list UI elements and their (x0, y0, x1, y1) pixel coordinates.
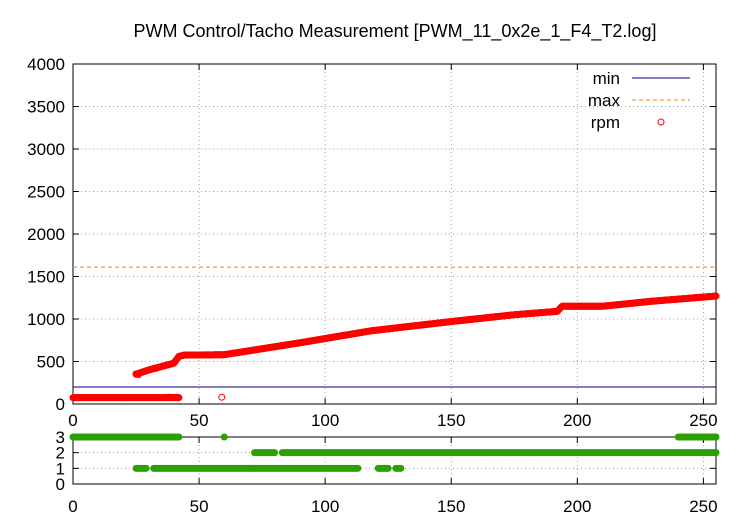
x-tick-label: 200 (563, 497, 591, 516)
data-point (712, 449, 720, 457)
x-tick-label: 250 (689, 497, 717, 516)
y-tick-label: 0 (56, 395, 65, 414)
data-point (142, 464, 150, 472)
y-tick-label: 3500 (27, 98, 65, 117)
legend-label-min: min (593, 69, 620, 88)
chart-title: PWM Control/Tacho Measurement [PWM_11_0x… (134, 21, 657, 42)
y-tick-label: 2500 (27, 183, 65, 202)
data-point (354, 464, 362, 472)
y-tick-label: 1 (56, 459, 65, 478)
series-rpm (69, 292, 720, 402)
x-tick-label: 150 (437, 497, 465, 516)
data-point (218, 393, 226, 401)
x-tick-label: 0 (68, 411, 77, 430)
data-point (175, 394, 183, 402)
data-point (175, 433, 183, 441)
data-point (271, 449, 279, 457)
data-point (165, 393, 173, 401)
y-tick-label: 4000 (27, 55, 65, 74)
y-tick-label: 2000 (27, 225, 65, 244)
data-point (397, 464, 405, 472)
data-point (132, 370, 140, 378)
x-tick-label: 250 (689, 411, 717, 430)
x-tick-label: 0 (68, 497, 77, 516)
y-tick-label: 1500 (27, 268, 65, 287)
data-point (384, 464, 392, 472)
data-point (150, 365, 158, 373)
x-tick-label: 150 (437, 411, 465, 430)
data-point (162, 393, 170, 401)
x-tick-label: 200 (563, 411, 591, 430)
x-tick-label: 100 (311, 497, 339, 516)
y-tick-label: 3 (56, 428, 65, 447)
legend-swatch-rpm (657, 118, 665, 126)
x-tick-label: 50 (190, 411, 209, 430)
data-point (172, 393, 180, 401)
plot-border (72, 436, 717, 485)
legend-label-max: max (588, 91, 621, 110)
data-point (152, 364, 160, 372)
data-point (142, 367, 150, 375)
y-tick-label: 2 (56, 444, 65, 463)
x-tick-label: 50 (190, 497, 209, 516)
y-tick-label: 0 (56, 475, 65, 494)
legend: min max rpm (588, 69, 690, 132)
data-point (220, 433, 228, 441)
y-tick-label: 3000 (27, 140, 65, 159)
legend-label-rpm: rpm (591, 113, 620, 132)
series-state (69, 433, 720, 472)
y-tick-label: 1000 (27, 310, 65, 329)
y-tick-label: 500 (37, 353, 65, 372)
plot-border (72, 63, 717, 405)
top-plot: 0 50 100 150 200 2500500100015002000250030003… (27, 55, 720, 430)
data-point (712, 292, 720, 300)
data-point (167, 393, 175, 401)
x-tick-label: 100 (311, 411, 339, 430)
data-point (712, 433, 720, 441)
